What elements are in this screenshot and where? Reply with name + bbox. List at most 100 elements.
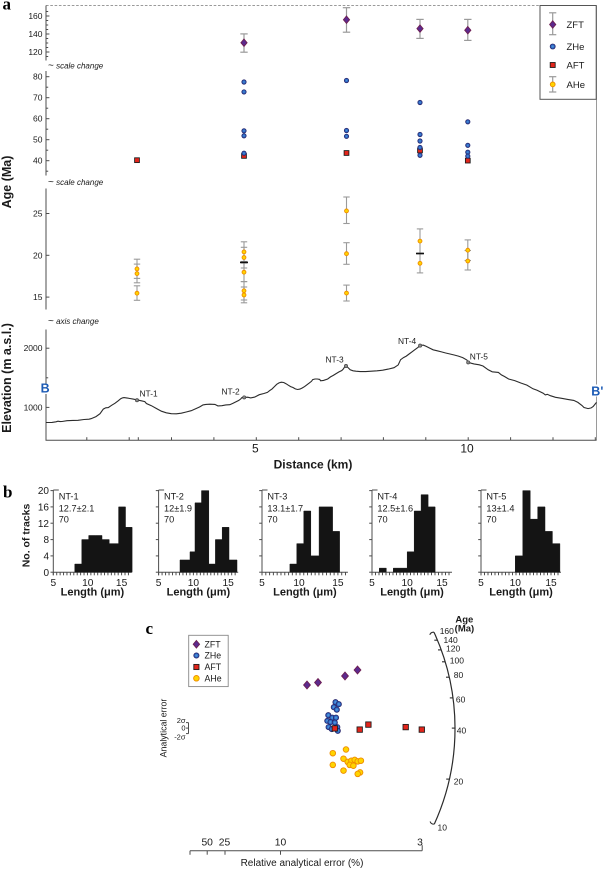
svg-text:AFT: AFT [205, 662, 222, 672]
svg-text:NT-4: NT-4 [377, 492, 397, 502]
svg-text:~ axis change: ~ axis change [48, 316, 99, 327]
svg-text:5: 5 [252, 441, 259, 455]
svg-text:20: 20 [38, 486, 50, 497]
svg-text:5: 5 [478, 578, 484, 589]
svg-text:NT-5: NT-5 [486, 492, 506, 502]
svg-text:60: 60 [456, 694, 466, 704]
svg-text:15: 15 [436, 578, 448, 589]
svg-text:10: 10 [188, 578, 200, 589]
svg-text:140: 140 [444, 635, 458, 645]
svg-text:20: 20 [454, 776, 464, 786]
svg-text:1000: 1000 [24, 402, 43, 412]
svg-text:~ scale change: ~ scale change [48, 61, 104, 72]
svg-text:NT-2: NT-2 [164, 492, 184, 502]
svg-text:10: 10 [82, 578, 94, 589]
svg-text:15: 15 [33, 292, 43, 302]
svg-text:12±1.9: 12±1.9 [164, 504, 192, 514]
svg-text:40: 40 [33, 156, 43, 166]
svg-text:140: 140 [28, 29, 42, 39]
svg-text:Length (μm): Length (μm) [61, 587, 125, 599]
svg-text:a: a [3, 0, 12, 14]
svg-text:NT-4: NT-4 [398, 336, 416, 346]
svg-text:4: 4 [43, 552, 49, 563]
svg-text:5: 5 [50, 578, 56, 589]
svg-text:10: 10 [293, 578, 305, 589]
svg-text:Length (μm): Length (μm) [273, 587, 337, 599]
svg-text:10: 10 [460, 441, 474, 455]
svg-text:5: 5 [156, 578, 162, 589]
svg-text:AHe: AHe [567, 80, 585, 91]
svg-text:10: 10 [402, 578, 414, 589]
svg-text:NT-3: NT-3 [267, 492, 287, 502]
svg-text:2000: 2000 [24, 343, 43, 353]
svg-text:Elevation (m a.s.l.): Elevation (m a.s.l.) [0, 323, 14, 433]
svg-text:12.7±2.1: 12.7±2.1 [59, 504, 95, 514]
svg-text:80: 80 [33, 72, 43, 82]
svg-text:25: 25 [219, 838, 231, 849]
svg-text:Relative analytical error (%): Relative analytical error (%) [241, 858, 364, 869]
svg-text:70: 70 [486, 515, 496, 525]
svg-text:ZHe: ZHe [567, 42, 585, 53]
svg-text:13±1.4: 13±1.4 [486, 504, 514, 514]
svg-text:Length (μm): Length (μm) [380, 587, 444, 599]
svg-text:15: 15 [545, 578, 557, 589]
svg-text:160: 160 [28, 11, 42, 21]
svg-text:70: 70 [164, 515, 174, 525]
svg-text:B': B' [591, 384, 603, 398]
svg-text:NT-1: NT-1 [140, 389, 158, 399]
svg-text:Length (μm): Length (μm) [167, 587, 231, 599]
svg-text:120: 120 [28, 47, 42, 57]
svg-text:~ scale change: ~ scale change [48, 177, 104, 188]
svg-text:No. of tracks: No. of tracks [21, 504, 33, 568]
svg-text:Analytical error: Analytical error [159, 699, 169, 758]
svg-text:-2σ: -2σ [174, 733, 186, 742]
svg-text:50: 50 [201, 838, 213, 849]
svg-text:0: 0 [43, 568, 49, 579]
svg-text:16: 16 [38, 503, 50, 514]
svg-text:10: 10 [510, 578, 522, 589]
svg-text:5: 5 [369, 578, 375, 589]
svg-text:70: 70 [59, 515, 69, 525]
svg-text:NT-3: NT-3 [326, 355, 344, 365]
svg-text:c: c [146, 619, 154, 638]
svg-text:Distance (km): Distance (km) [274, 458, 353, 472]
svg-text:50: 50 [33, 135, 43, 145]
svg-text:60: 60 [33, 114, 43, 124]
svg-text:ZFT: ZFT [205, 639, 222, 649]
svg-text:Age: Age [455, 615, 473, 626]
svg-text:15: 15 [332, 578, 344, 589]
svg-text:12.5±1.6: 12.5±1.6 [377, 504, 413, 514]
svg-text:80: 80 [454, 670, 464, 680]
svg-text:5: 5 [259, 578, 265, 589]
svg-text:NT-2: NT-2 [222, 386, 240, 396]
svg-text:NT-1: NT-1 [59, 492, 79, 502]
svg-text:ZFT: ZFT [567, 20, 585, 31]
svg-text:B: B [41, 382, 50, 396]
svg-text:160: 160 [440, 626, 454, 636]
svg-text:70: 70 [267, 515, 277, 525]
svg-text:25: 25 [33, 209, 43, 219]
svg-text:120: 120 [446, 644, 460, 654]
svg-text:8: 8 [43, 535, 49, 546]
svg-text:Length (μm): Length (μm) [489, 587, 553, 599]
svg-text:3: 3 [417, 838, 423, 849]
svg-text:(Ma): (Ma) [455, 624, 475, 635]
svg-text:100: 100 [450, 656, 464, 666]
svg-text:70: 70 [377, 515, 387, 525]
svg-text:15: 15 [116, 578, 128, 589]
svg-text:2σ: 2σ [177, 716, 186, 725]
svg-text:15: 15 [223, 578, 235, 589]
svg-text:10: 10 [275, 838, 287, 849]
svg-text:AHe: AHe [205, 673, 222, 683]
svg-text:13.1±1.7: 13.1±1.7 [267, 504, 303, 514]
svg-text:Age (Ma): Age (Ma) [0, 156, 14, 209]
svg-text:70: 70 [33, 93, 43, 103]
svg-text:10: 10 [438, 823, 448, 833]
svg-text:NT-5: NT-5 [470, 352, 488, 362]
svg-text:AFT: AFT [567, 61, 585, 72]
svg-text:12: 12 [38, 519, 50, 530]
svg-text:40: 40 [457, 726, 467, 736]
svg-text:b: b [3, 483, 12, 502]
svg-text:20: 20 [33, 250, 43, 260]
svg-text:0: 0 [181, 724, 185, 733]
